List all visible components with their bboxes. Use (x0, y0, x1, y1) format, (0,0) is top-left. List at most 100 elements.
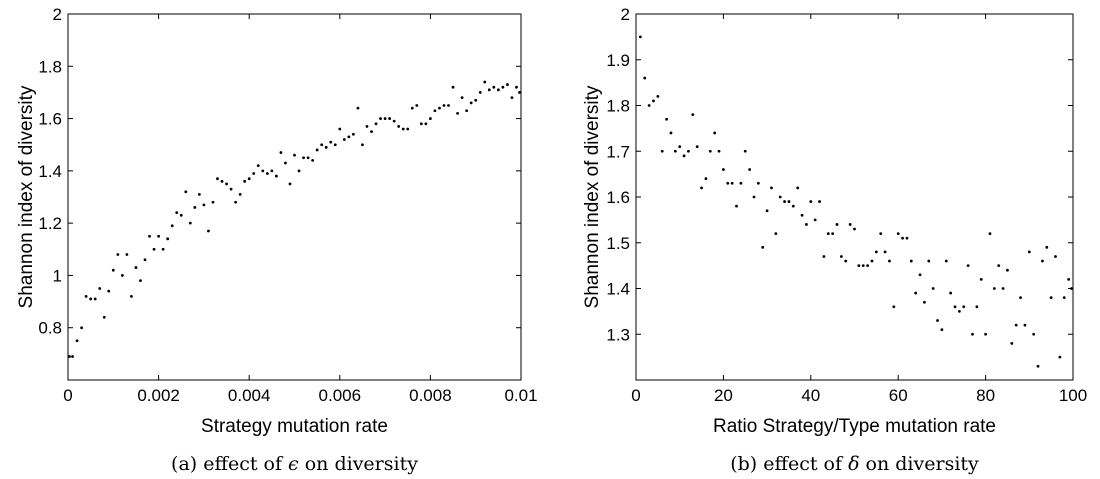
data-point-a (193, 206, 197, 209)
x-axis-label-b: Ratio Strategy/Type mutation rate (713, 416, 996, 437)
data-point-b (883, 250, 887, 254)
data-point-a (329, 140, 333, 144)
data-point-b (1010, 342, 1014, 345)
data-point-a (175, 211, 179, 215)
data-point-a (293, 153, 296, 157)
data-point-a (397, 125, 401, 128)
data-point-b (761, 245, 765, 249)
y-tick-label-a: 0.8 (38, 319, 62, 338)
data-point-b (678, 145, 682, 149)
data-point-a (197, 192, 201, 196)
data-point-b (984, 332, 987, 336)
data-point-a (102, 315, 106, 319)
data-point-b (1067, 277, 1071, 281)
y-tick-label-a: 1.4 (38, 162, 62, 181)
data-point-b (1001, 287, 1005, 290)
x-axis-b: 0 20 40 60 80 100 (631, 14, 1087, 405)
y-axis-a: 0.8 1 1.2 1.4 1.6 1.8 2 (38, 5, 521, 338)
data-point-a (134, 266, 138, 269)
data-point-a (288, 182, 292, 186)
data-point-b (931, 287, 935, 290)
data-point-b (643, 76, 647, 80)
data-point-b (953, 305, 957, 309)
data-point-a (75, 339, 79, 343)
data-point-a (447, 104, 450, 107)
data-point-a (515, 85, 518, 89)
data-point-a (220, 179, 224, 183)
data-point-a (342, 138, 346, 141)
data-point-b (866, 264, 870, 268)
points-b (638, 35, 1073, 368)
data-point-a (451, 85, 455, 89)
data-point-b (1027, 250, 1031, 254)
data-point-b (901, 236, 904, 240)
data-point-a (284, 161, 287, 165)
data-point-a (518, 91, 521, 94)
x-tick-label-a: 0.002 (137, 386, 180, 405)
data-point-a (261, 169, 265, 173)
data-point-b (888, 259, 891, 263)
y-tick-label-b: 2 (621, 5, 630, 24)
x-axis-a: 0 0.002 0.004 0.006 0.008 0.01 (63, 14, 538, 405)
data-point-a (302, 156, 305, 160)
data-point-a (438, 106, 441, 110)
data-point-a (469, 101, 473, 105)
data-point-b (647, 104, 651, 107)
data-point-a (338, 127, 342, 131)
data-point-a (474, 98, 478, 102)
data-point-a (401, 127, 405, 131)
data-point-b (1041, 259, 1044, 263)
data-point-b (682, 154, 686, 158)
data-point-b (896, 232, 900, 236)
data-point-a (274, 174, 278, 178)
data-point-a (202, 203, 206, 207)
data-point-b (839, 255, 843, 258)
data-point-b (656, 94, 660, 98)
data-point-a (506, 83, 509, 86)
data-point-a (184, 190, 188, 194)
y-tick-label-a: 1.8 (38, 57, 62, 76)
data-point-b (909, 259, 913, 263)
data-point-b (1006, 268, 1009, 272)
data-point-b (669, 131, 673, 135)
data-point-a (429, 117, 432, 120)
data-point-b (695, 145, 699, 149)
y-tick-label-a: 1.2 (38, 214, 62, 233)
data-point-b (809, 200, 813, 203)
data-point-a (392, 119, 396, 123)
data-point-a (68, 355, 71, 358)
data-point-b (957, 309, 961, 313)
caption-b-symbol: δ (848, 453, 859, 475)
data-point-b (831, 232, 835, 236)
data-point-b (835, 223, 839, 226)
data-point-b (979, 277, 983, 281)
data-point-b (1062, 296, 1066, 300)
data-point-a (365, 125, 369, 128)
data-point-b (905, 236, 909, 240)
data-point-a (139, 279, 142, 283)
data-point-a (211, 200, 215, 204)
data-point-b (940, 328, 944, 332)
data-point-b (1049, 296, 1053, 300)
data-point-b (918, 273, 922, 277)
data-point-a (370, 130, 373, 134)
caption-b-prefix: (b) effect of (730, 453, 848, 475)
data-point-b (791, 204, 795, 208)
data-point-b (726, 181, 730, 185)
data-point-a (374, 122, 378, 126)
data-point-b (949, 291, 953, 295)
data-point-b (818, 200, 821, 203)
data-point-b (997, 264, 1001, 268)
data-point-a (483, 80, 487, 84)
plot-frame-b (635, 13, 1074, 381)
y-tick-label-b: 1.9 (606, 51, 630, 70)
caption-a-symbol: ϵ (288, 453, 299, 475)
data-point-a (320, 143, 324, 147)
x-tick-label-b: 100 (1059, 386, 1087, 405)
data-point-a (311, 159, 315, 162)
caption-a: (a) effect of ϵ on diversity (171, 453, 418, 475)
caption-a-suffix: on diversity (299, 453, 419, 475)
y-tick-label-b: 1.4 (606, 280, 630, 299)
data-point-b (1070, 287, 1073, 290)
data-point-a (501, 85, 505, 89)
